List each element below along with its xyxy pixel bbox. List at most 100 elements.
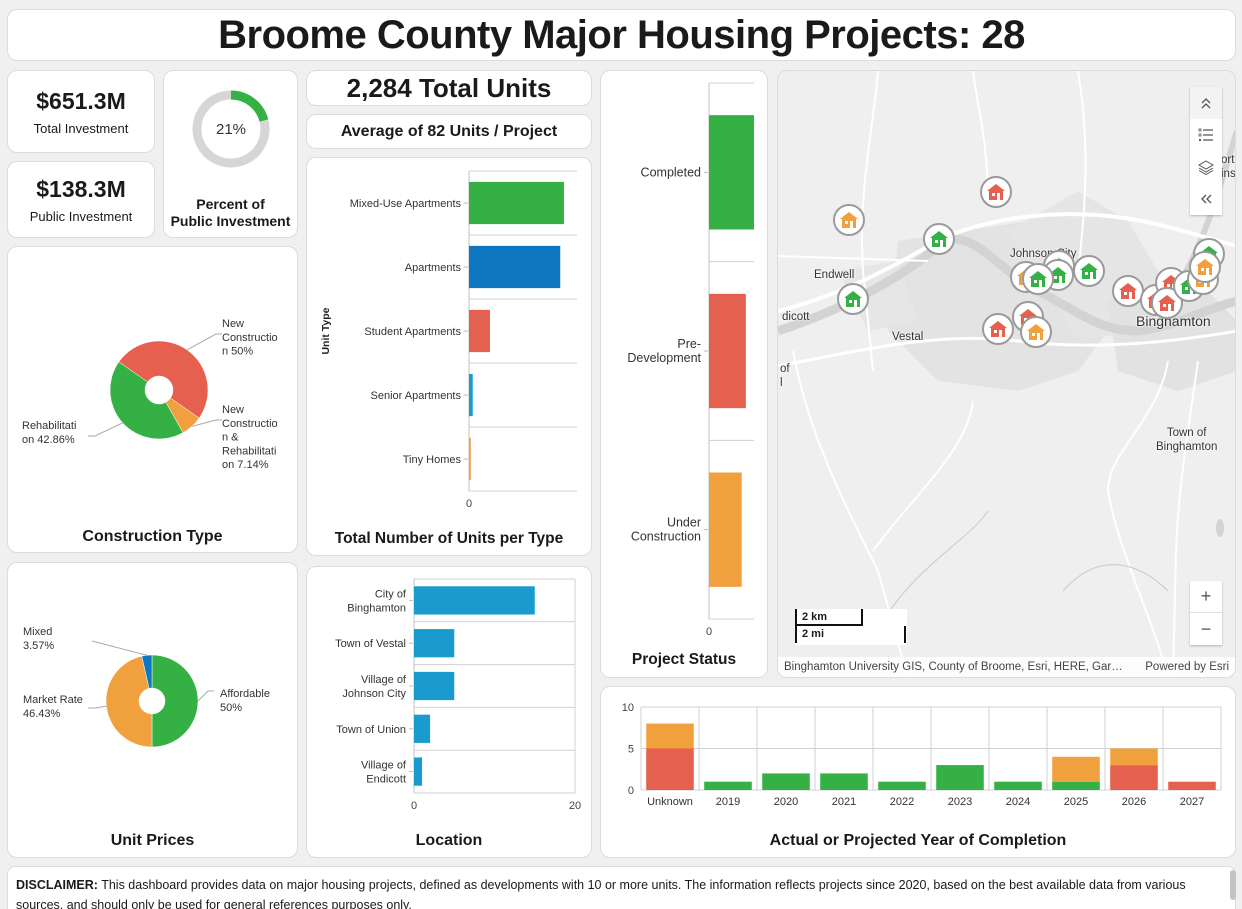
total-units-value: 2,284 Total Units [346,72,552,103]
construction-type-title: Construction Type [82,528,223,545]
bar-town-of-vestal [414,629,455,658]
pie-label-line: 50% [220,702,242,714]
location-title: Location [415,832,483,849]
y-tick-label: 0 [628,785,634,797]
map-label-port-dickinson-line2: ins [1221,168,1236,180]
scale-bar: 2 km 2 mi [795,609,907,645]
average-units-card: Average of 82 Units / Project [306,114,592,149]
bar-segment-2020-completed [762,773,810,790]
pie-slice-market-rate [105,655,153,748]
zoom-out-button[interactable]: − [1200,618,1212,639]
legend-list-icon [1198,128,1213,141]
total-investment-card: $651.3M Total Investment [7,70,155,153]
pie-label-line: Rehabilitati [222,445,276,457]
bar-segment-2025-under-construction [1052,756,1100,782]
map-marker-completed[interactable] [837,283,869,315]
x-tick-label: 2021 [832,796,856,808]
map-marker-completed[interactable] [1022,263,1054,295]
zoom-in-button[interactable]: + [1190,581,1222,613]
total-investment-value: $651.3M [36,87,126,114]
map-marker-under-construction[interactable] [1020,316,1052,348]
percent-gauge: 21% [192,90,270,168]
percent-public-label-line2: Public Investment [170,213,291,229]
zoom-controls: + − [1190,581,1222,645]
house-icon [987,184,1005,200]
disclaimer-scrollbar[interactable] [1230,870,1236,900]
map-marker-completed[interactable] [1073,255,1105,287]
stream [1062,564,1169,592]
map-marker-completed[interactable] [923,223,955,255]
x-tick-label: 0 [706,626,712,638]
dashboard-title: Broome County Major Housing Projects: 28 [218,12,1025,57]
map-marker-pre-development[interactable] [980,176,1012,208]
chevrons-left-icon [1201,194,1212,204]
pie-label-line: n 50% [222,346,253,358]
layers-icon [1198,160,1214,175]
map-marker-pre-development[interactable] [1112,275,1144,307]
dashboard-title-card: Broome County Major Housing Projects: 28 [7,9,1236,61]
pie-label-line: Mixed [23,626,52,638]
bar-segment-2021-completed [820,773,868,790]
bar-segment-2019-completed [704,781,752,790]
category-label: Town of Vestal [335,638,406,650]
pie-label-line: n & [222,432,239,444]
map-label-endicott: dicott [782,311,810,323]
category-label: Student Apartments [364,326,461,338]
category-label-line: Village of [361,674,407,686]
category-label: Mixed-Use Apartments [350,198,462,210]
map-label-binghamton: Binghamton [1136,313,1211,329]
legend-button[interactable] [1190,119,1222,151]
category-label-line: Town of Vestal [335,638,406,650]
public-investment-label: Public Investment [29,208,133,224]
unit-prices-title: Unit Prices [110,832,195,849]
construction-type-card: New Constructio n 50% New Constructio n & Reha… [7,246,298,553]
map-label-town-of-union-line2: l [780,377,783,389]
map-attribution[interactable]: Binghamton University GIS, County of Bro… [784,661,1123,673]
pie-slice-affordable [151,654,199,748]
disclaimer-text: This dashboard provides data on major ho… [16,878,1186,909]
map-marker-pre-development[interactable] [982,313,1014,345]
collapse-toolbar-button[interactable] [1190,87,1222,119]
map-view[interactable]: Endwell dicott Johnson City Vestal Bingh… [777,70,1236,678]
bar-segment-2027-pre-development [1168,781,1216,790]
expand-panel-button[interactable] [1190,183,1222,215]
public-investment-value: $138.3M [36,175,126,202]
public-investment-card: $138.3M Public Investment [7,161,155,238]
x-tick-label: 2019 [716,796,740,808]
x-tick-label: 0 [466,498,472,510]
average-units-value: Average of 82 Units / Project [340,122,558,140]
map-label-town-of-binghamton-line2: Binghamton [1156,441,1218,453]
bar-senior-apartments [469,373,473,417]
pie-leader-line [191,419,222,427]
pie-label-line: Constructio [222,418,278,430]
highway [778,212,1235,313]
house-icon [930,231,948,247]
map-label-port-dickinson: ort ins [1221,153,1236,181]
disclaimer-panel: DISCLAIMER: This dashboard provides data… [7,866,1236,909]
category-label: Under Construction [631,516,701,544]
category-label-line: Johnson City [342,688,406,700]
category-label-line: Binghamton [347,602,406,614]
gauge-value: 21% [216,121,246,138]
category-label-line: City of [375,588,407,600]
category-label-line: Construction [631,530,701,544]
pie-label-line: Rehabilitati [22,420,76,432]
map-marker-under-construction[interactable] [833,204,865,236]
category-label-line: Pre- [677,337,701,351]
units-per-type-chart: Mixed-Use Apartments Apartments Student Ap… [320,170,577,510]
category-label: Town of Union [336,724,406,736]
map-label-town-of-binghamton-line1: Town of [1166,427,1207,439]
category-label-line: Development [627,351,701,365]
pie-leader-line [88,422,123,437]
pie-label: New Constructio n 50% [222,318,278,358]
layers-button[interactable] [1190,151,1222,183]
pie-slice-rehabilitation [109,361,184,440]
map-attribution-bar: Binghamton University GIS, County of Bro… [778,657,1235,677]
bar-segment-2025-completed [1052,781,1100,790]
house-icon [1029,271,1047,287]
units-per-type-card: Mixed-Use Apartments Apartments Student Ap… [306,157,592,556]
pie-label-line: Affordable [220,688,270,700]
basemap[interactable] [778,71,1236,678]
powered-by-esri[interactable]: Powered by Esri [1145,661,1229,673]
map-marker-under-construction[interactable] [1189,251,1221,283]
